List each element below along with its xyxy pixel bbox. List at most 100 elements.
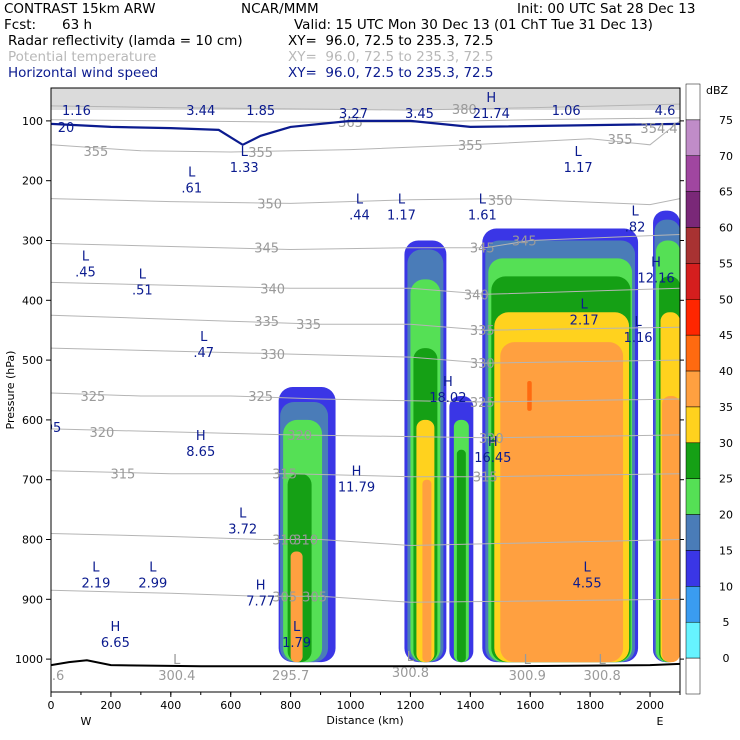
theta-contour-label: 355	[608, 133, 633, 148]
init-time: Init: 00 UTC Sat 28 Dec 13	[517, 1, 696, 17]
theta-contour-label: 380	[452, 103, 477, 118]
colorbar-label: 25	[719, 473, 733, 486]
colorbar-swatch	[685, 586, 701, 623]
theta-contour-label: 330	[260, 348, 285, 363]
x-tick-label: 1400	[456, 699, 484, 712]
colorbar-swatch	[685, 155, 701, 192]
low-marker: L	[584, 560, 592, 575]
reflectivity-cell	[527, 381, 532, 411]
theta-contour	[51, 117, 680, 123]
theta-contour-label: 355	[248, 146, 273, 161]
extremum-value: 3.45	[405, 107, 434, 122]
extremum-value: .51	[132, 283, 153, 298]
theta-contour-label: 310	[293, 534, 318, 549]
organization-label: NCAR/MMM	[241, 1, 319, 17]
x-tick-label: 800	[280, 699, 301, 712]
low-marker: L	[82, 249, 90, 264]
reflectivity-cell	[290, 551, 303, 663]
high-marker: H	[488, 435, 498, 450]
x-tick-label: 1600	[516, 699, 544, 712]
low-marker: L	[293, 620, 301, 635]
theta-contour	[51, 589, 680, 603]
ground-layer	[51, 659, 680, 668]
low-marker: L	[356, 193, 364, 208]
theta-contour-label: 320	[479, 432, 504, 447]
y-axis: 100 200 300 400 500 600 700 800 900 1000	[15, 115, 684, 666]
reflectivity-cell	[422, 479, 432, 663]
forecast-label: Fcst:	[4, 17, 37, 33]
colorbar-label: 60	[719, 222, 733, 235]
low-marker: L	[581, 297, 589, 312]
colorbar-label: 5	[723, 616, 730, 629]
theta-contour-label: 325	[81, 390, 106, 405]
plot-frame	[50, 87, 681, 693]
extremum-value: 1.16	[624, 331, 653, 346]
theta-contour-label: 305	[272, 590, 297, 605]
extremum-value: 1.79	[282, 636, 311, 651]
colorbar-swatch	[685, 621, 701, 659]
x-tick-label: 400	[160, 699, 181, 712]
theta-contour-label: 345	[470, 242, 495, 257]
low-marker: L	[575, 145, 583, 160]
theta-contour-label: 315	[110, 468, 135, 483]
theta-contour	[51, 198, 680, 206]
colorbar-label: 20	[719, 509, 733, 522]
extremum-value: 1.85	[246, 104, 275, 119]
high-marker: H	[196, 429, 206, 444]
colorbar-swatch	[685, 83, 701, 121]
colorbar-swatch	[685, 227, 701, 264]
y-tick-label: 300	[22, 234, 43, 247]
theta-contour	[51, 533, 680, 547]
low-marker: L	[188, 166, 196, 181]
theta-contour	[51, 120, 680, 153]
x-tick-label: 1800	[576, 699, 604, 712]
theta-contour-label: 335	[254, 315, 279, 330]
x-tick-label: 2000	[636, 699, 664, 712]
low-marker: L	[173, 653, 181, 668]
extremum-value: 3.44	[186, 104, 215, 119]
low-marker: L	[634, 315, 642, 330]
wind-contour-layer: 20	[51, 119, 680, 147]
x-axis-east-label: E	[657, 715, 664, 728]
y-tick-label: 600	[22, 414, 43, 427]
extremum-value: 1.16	[62, 104, 91, 119]
extremum-value: 1.61	[468, 209, 497, 224]
x-tick-label: 600	[220, 699, 241, 712]
reflectivity-cell	[662, 395, 680, 663]
low-marker: L	[92, 560, 100, 575]
theta-contour-label: 340	[260, 282, 285, 297]
x-axis: 0 200 400 600 800 1000 1200 1400 1600 1800 2000	[48, 692, 681, 712]
extremum-value: 16.45	[474, 451, 511, 466]
theta-contour-label: 325	[248, 390, 273, 405]
extremum-value: .95	[41, 421, 62, 436]
high-marker: H	[256, 578, 266, 593]
extremum-value: 354.4	[640, 122, 677, 137]
theta-contour	[51, 103, 680, 111]
ground-line	[51, 659, 680, 668]
low-marker: L	[407, 650, 415, 665]
wind-contour-label: 20	[58, 121, 75, 136]
low-marker: L	[239, 507, 247, 522]
colorbar-label: 40	[719, 365, 733, 378]
y-tick-label: 700	[22, 474, 43, 487]
colorbar-swatch	[685, 334, 701, 372]
extremum-value: 1.17	[387, 209, 416, 224]
theta-contour	[51, 428, 680, 439]
theta-contour	[51, 392, 680, 403]
theta-contour-label: 355	[458, 139, 483, 154]
extremum-value: 1.06	[552, 104, 581, 119]
extremum-value: 2.99	[138, 576, 167, 591]
colorbar-label: 15	[719, 544, 733, 557]
low-marker: L	[139, 267, 147, 282]
extremum-value: 8.65	[186, 445, 215, 460]
theta-contour-label: 315	[473, 471, 498, 486]
y-tick-label: 500	[22, 354, 43, 367]
extremum-value: 300.8	[392, 666, 429, 681]
low-marker: L	[598, 653, 606, 668]
x-axis-title: Distance (km)	[326, 714, 403, 727]
high-marker: H	[443, 375, 453, 390]
y-tick-label: 100	[22, 115, 43, 128]
